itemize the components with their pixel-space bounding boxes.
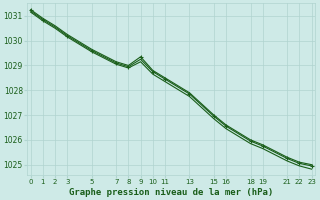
X-axis label: Graphe pression niveau de la mer (hPa): Graphe pression niveau de la mer (hPa) <box>69 188 273 197</box>
